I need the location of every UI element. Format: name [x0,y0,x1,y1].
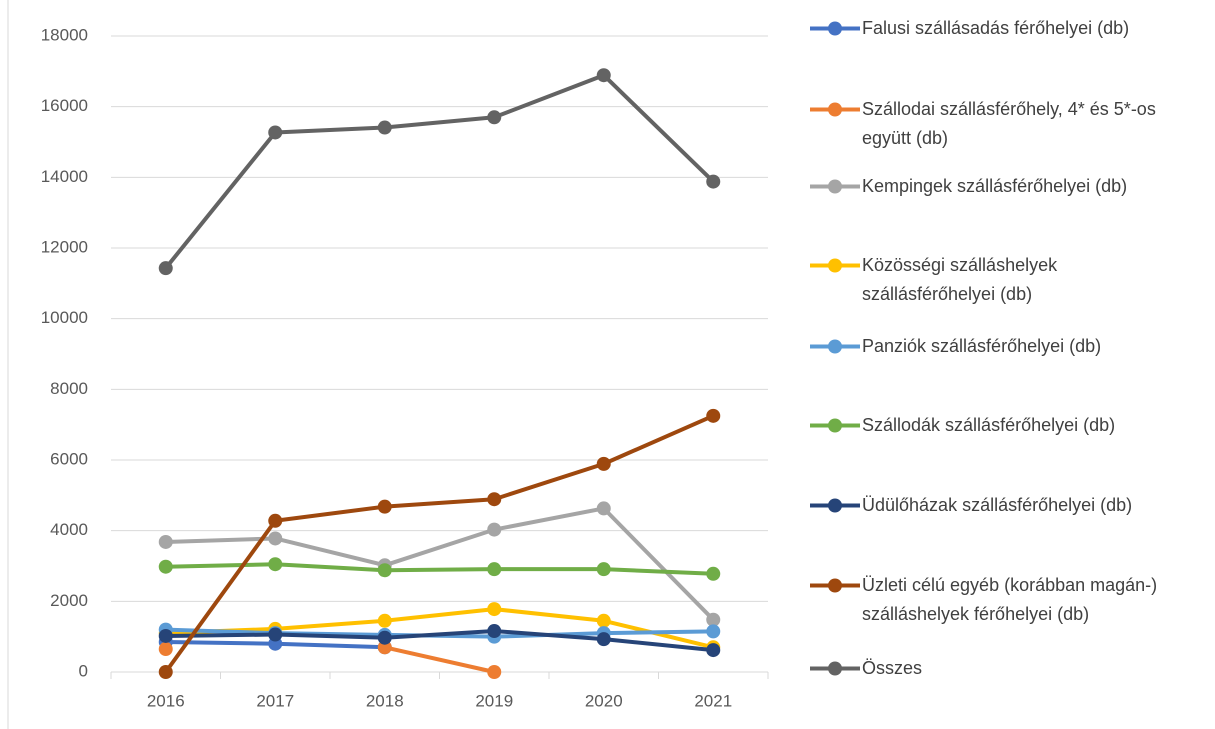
series-line [164,73,715,270]
point [268,557,283,572]
y-tick-label: 12000 [41,237,88,256]
point [487,110,502,125]
point [487,624,502,639]
y-tick-label: 2000 [50,591,88,610]
point [596,613,611,628]
point [706,624,721,639]
x-tick-label: 2017 [256,691,294,710]
point [377,120,392,135]
point [596,562,611,577]
legend-label: Szállodai szállásférőhely, 4* és 5*-os e… [862,99,1156,148]
point [377,613,392,628]
series-line [165,562,714,576]
point [268,125,283,140]
x-tick-label: 2021 [694,691,732,710]
y-tick-label: 8000 [50,379,88,398]
legend-label: Közösségi szálláshelyek szállásférőhelye… [862,255,1058,304]
legend-marker [828,21,842,36]
y-tick-label: 0 [79,661,88,680]
legend-marker [828,102,842,117]
point [487,665,502,679]
point [706,612,721,627]
point [487,562,502,577]
y-tick-label: 6000 [50,449,88,468]
point [706,174,721,189]
series-line [384,645,495,674]
legend-marker [828,258,842,273]
series-line [165,506,715,622]
x-tick-label: 2020 [585,691,623,710]
legend-label: Összes [862,658,923,678]
series-line [165,629,714,653]
x-tick-label: 2019 [475,691,513,710]
point [158,261,173,276]
point [158,642,173,657]
point [596,632,611,647]
y-tick-label: 10000 [41,308,88,327]
point [706,408,721,423]
x-tick-label: 2018 [366,691,404,710]
point [158,665,173,679]
legend-marker [828,418,842,433]
point [268,531,283,546]
series-line [165,607,714,650]
point [487,602,502,617]
y-tick-label: 14000 [41,167,88,186]
legend-label: Kempingek szállásférőhelyei (db) [862,176,1128,196]
point [596,501,611,516]
legend-label: Üzleti célú egyéb (korábban magán-) szál… [862,575,1158,624]
point [268,513,283,528]
legend-marker [828,578,842,593]
y-tick-label: 4000 [50,520,88,539]
point [487,492,502,507]
series-line [164,414,715,674]
point [158,559,173,574]
x-tick-label: 2016 [147,691,185,710]
point [487,522,502,537]
point [377,563,392,578]
point [706,643,721,658]
y-tick-label: 16000 [41,96,88,115]
point [377,499,392,514]
legend-label: Panziók szállásférőhelyei (db) [862,336,1102,356]
legend-marker [828,661,842,676]
point [158,628,173,643]
legend-label: Falusi szállásadás férőhelyei (db) [862,18,1130,38]
legend-marker [828,498,842,513]
legend-label: Üdülőházak szállásférőhelyei (db) [862,495,1133,515]
legend-marker [828,339,842,354]
point [596,456,611,471]
legend-label: Szállodák szállásférőhelyei (db) [862,415,1116,435]
y-tick-label: 18000 [41,25,88,44]
point [158,534,173,549]
point [706,566,721,581]
point [268,627,283,642]
legend-marker [828,179,842,194]
point [377,630,392,645]
point [596,68,611,83]
